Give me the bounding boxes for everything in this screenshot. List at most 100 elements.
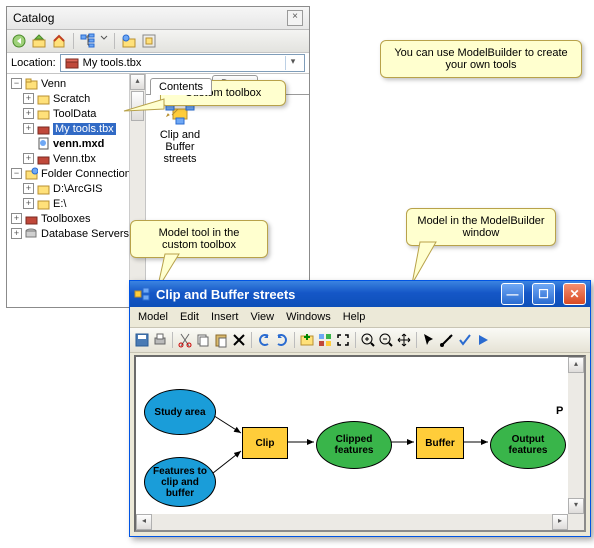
tree-item-selected[interactable]: My tools.tbx (53, 123, 116, 135)
folder-icon (37, 92, 50, 105)
node-features-input[interactable]: Features to clip and buffer (144, 457, 216, 507)
location-label: Location: (11, 57, 56, 69)
toggle-icon[interactable] (141, 33, 157, 49)
maximize-icon[interactable]: ☐ (532, 283, 555, 305)
toolbox-icon (37, 122, 50, 135)
scroll-up-icon[interactable]: ▴ (568, 357, 584, 373)
mb-menubar: Model Edit Insert View Windows Help (130, 307, 590, 328)
mb-toolbar (130, 328, 590, 353)
drive-icon (37, 182, 50, 195)
node-study-area[interactable]: Study area (144, 389, 216, 435)
tree-item[interactable]: Database Servers (41, 228, 129, 240)
model-icon (134, 286, 150, 302)
folder-connections-icon (25, 167, 38, 180)
expand-icon[interactable]: + (11, 228, 22, 239)
connect-folder-icon[interactable] (121, 33, 137, 49)
vertical-scrollbar[interactable]: ▴ ▾ (568, 357, 584, 514)
database-icon (25, 227, 38, 240)
menu-edit[interactable]: Edit (180, 311, 199, 323)
expand-icon[interactable]: + (23, 108, 34, 119)
mb-titlebar[interactable]: Clip and Buffer streets — ☐ ✕ (130, 281, 590, 307)
node-output-features[interactable]: Output features (490, 421, 566, 469)
chevron-down-icon[interactable]: ▾ (285, 56, 300, 70)
node-clip[interactable]: Clip (242, 427, 288, 459)
scroll-right-icon[interactable]: ▸ (552, 514, 568, 530)
menu-insert[interactable]: Insert (211, 311, 239, 323)
undo-icon[interactable] (256, 332, 272, 348)
tab-contents[interactable]: Contents (150, 78, 212, 95)
expand-icon[interactable]: + (23, 198, 34, 209)
select-icon[interactable] (421, 332, 437, 348)
callout-model-tool: Model tool in the custom toolbox (130, 220, 268, 258)
expand-icon[interactable]: + (11, 213, 22, 224)
up-icon[interactable] (31, 33, 47, 49)
toolbox-icon (37, 152, 50, 165)
scroll-down-icon[interactable]: ▾ (568, 498, 584, 514)
close-icon[interactable]: × (287, 10, 303, 26)
toolbox-icon (65, 56, 79, 70)
tree-item[interactable]: Venn.tbx (53, 153, 96, 165)
callout-tail-icon (120, 95, 165, 115)
zoom-out-icon[interactable] (378, 332, 394, 348)
scrollbar-corner (568, 514, 584, 530)
modelbuilder-window: Clip and Buffer streets — ☐ ✕ Model Edit… (129, 280, 591, 537)
folder-icon (37, 107, 50, 120)
pan-icon[interactable] (396, 332, 412, 348)
collapse-icon[interactable]: − (11, 168, 22, 179)
redo-icon[interactable] (274, 332, 290, 348)
cut-icon[interactable] (177, 332, 193, 348)
tree-root[interactable]: Venn (41, 78, 66, 90)
expand-icon[interactable]: + (23, 153, 34, 164)
autolayout-icon[interactable] (317, 332, 333, 348)
save-icon[interactable] (134, 332, 150, 348)
expand-icon[interactable]: + (23, 93, 34, 104)
add-data-icon[interactable] (299, 332, 315, 348)
tree-item[interactable]: Folder Connections (41, 168, 136, 180)
expand-icon[interactable]: + (23, 123, 34, 134)
toolbox-icon (25, 212, 38, 225)
menu-windows[interactable]: Windows (286, 311, 331, 323)
catalog-title: Catalog (13, 7, 54, 29)
location-value: My tools.tbx (83, 57, 142, 69)
collapse-icon[interactable]: − (11, 78, 22, 89)
drive-icon (37, 197, 50, 210)
back-icon[interactable] (11, 33, 27, 49)
menu-help[interactable]: Help (343, 311, 366, 323)
copy-icon[interactable] (195, 332, 211, 348)
minimize-icon[interactable]: — (501, 283, 524, 305)
horizontal-scrollbar[interactable]: ◂ ▸ (136, 514, 568, 530)
tree-item[interactable]: E:\ (53, 198, 66, 210)
tree-icon[interactable] (80, 33, 96, 49)
mb-title: Clip and Buffer streets (156, 287, 493, 302)
full-extent-icon[interactable] (335, 332, 351, 348)
delete-icon[interactable] (231, 332, 247, 348)
node-clipped-features[interactable]: Clipped features (316, 421, 392, 469)
tree-item[interactable]: D:\ArcGIS (53, 183, 103, 195)
mb-canvas[interactable]: Study area Features to clip and buffer C… (136, 357, 568, 514)
validate-icon[interactable] (457, 332, 473, 348)
paste-icon[interactable] (213, 332, 229, 348)
folder-icon (25, 77, 38, 90)
tool-item-label: Clip and Buffer streets (152, 129, 208, 165)
mb-canvas-frame: Study area Features to clip and buffer C… (134, 355, 586, 532)
menu-view[interactable]: View (250, 311, 274, 323)
menu-model[interactable]: Model (138, 311, 168, 323)
catalog-titlebar: Catalog × (7, 7, 309, 30)
tree-item[interactable]: ToolData (53, 108, 96, 120)
tree-item[interactable]: Toolboxes (41, 213, 91, 225)
scroll-up-icon[interactable]: ▴ (130, 74, 145, 90)
run-icon[interactable] (475, 332, 491, 348)
catalog-toolbar (7, 30, 309, 53)
zoom-in-icon[interactable] (360, 332, 376, 348)
chevron-down-icon[interactable] (100, 33, 108, 49)
connect-icon[interactable] (439, 332, 455, 348)
print-icon[interactable] (152, 332, 168, 348)
close-icon[interactable]: ✕ (563, 283, 586, 305)
expand-icon[interactable]: + (23, 183, 34, 194)
home-icon[interactable] (51, 33, 67, 49)
location-field[interactable]: My tools.tbx ▾ (60, 54, 305, 72)
tree-item[interactable]: Scratch (53, 93, 90, 105)
node-buffer[interactable]: Buffer (416, 427, 464, 459)
scroll-left-icon[interactable]: ◂ (136, 514, 152, 530)
tree-item[interactable]: venn.mxd (53, 138, 104, 150)
